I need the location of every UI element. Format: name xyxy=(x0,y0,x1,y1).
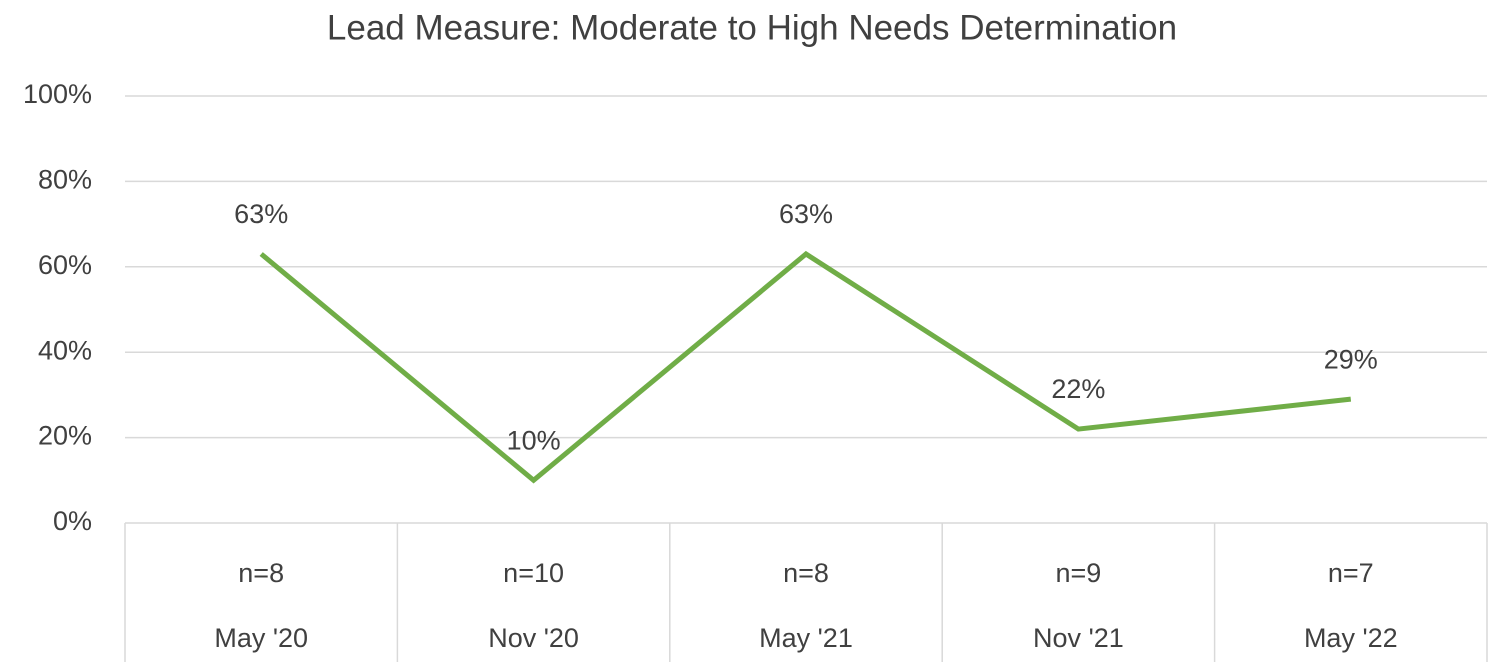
data-label: 63% xyxy=(234,199,288,229)
x-tick-label: May '20 xyxy=(214,623,308,653)
data-label: 10% xyxy=(507,425,561,455)
data-label: 22% xyxy=(1051,374,1105,404)
data-label: 29% xyxy=(1324,344,1378,374)
y-tick-label: 0% xyxy=(53,506,92,536)
x-sublabel: n=7 xyxy=(1328,558,1374,588)
x-sublabel: n=8 xyxy=(783,558,829,588)
x-tick-label: Nov '21 xyxy=(1033,623,1124,653)
x-tick-label: May '22 xyxy=(1304,623,1398,653)
x-tick-label: May '21 xyxy=(759,623,853,653)
y-tick-label: 80% xyxy=(38,165,92,195)
chart-title: Lead Measure: Moderate to High Needs Det… xyxy=(327,8,1177,47)
y-tick-label: 100% xyxy=(23,79,92,109)
x-sublabel: n=10 xyxy=(503,558,564,588)
x-sublabel: n=9 xyxy=(1055,558,1101,588)
x-sublabel: n=8 xyxy=(238,558,284,588)
y-tick-label: 60% xyxy=(38,250,92,280)
x-tick-label: Nov '20 xyxy=(488,623,579,653)
series-line xyxy=(259,250,1352,484)
y-tick-label: 40% xyxy=(38,335,92,365)
data-label: 63% xyxy=(779,199,833,229)
y-tick-label: 20% xyxy=(38,421,92,451)
